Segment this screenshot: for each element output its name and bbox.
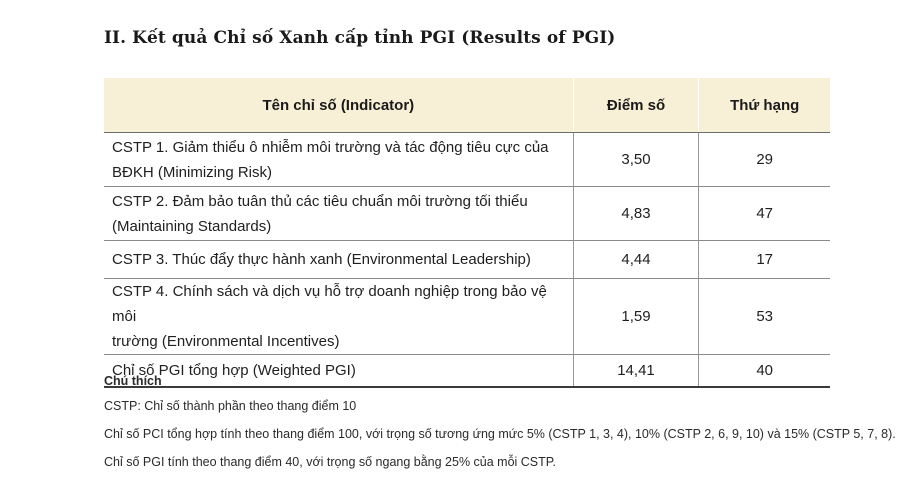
table-row-total: Chỉ số PGI tổng hợp (Weighted PGI) 14,41… — [104, 354, 830, 388]
score-cell: 4,83 — [572, 186, 699, 241]
header-score: Điểm số — [572, 78, 699, 133]
rank-cell: 47 — [698, 186, 830, 241]
table-row: CSTP 1. Giảm thiểu ô nhiễm môi trường và… — [104, 132, 830, 187]
indicator-text-line: CSTP 4. Chính sách và dịch vụ hỗ trợ doa… — [112, 283, 547, 325]
rank-cell: 29 — [698, 132, 830, 187]
indicator-cell: CSTP 3. Thúc đẩy thực hành xanh (Environ… — [104, 240, 574, 279]
indicator-cell: Chỉ số PGI tổng hợp (Weighted PGI) — [104, 354, 574, 388]
score-cell: 1,59 — [572, 278, 699, 355]
indicator-text-line: CSTP 1. Giảm thiểu ô nhiễm môi trường và… — [112, 138, 549, 156]
pgi-results-table: Tên chỉ số (Indicator) Điểm số Thứ hạng … — [104, 78, 830, 388]
section-title: II. Kết quả Chỉ số Xanh cấp tỉnh PGI (Re… — [104, 28, 616, 48]
notes-title: Chú thích — [104, 374, 162, 388]
indicator-text-line: CSTP 2. Đảm bảo tuân thủ các tiêu chuẩn … — [112, 192, 528, 210]
notes-section: Chú thích CSTP: Chỉ số thành phần theo t… — [104, 373, 896, 482]
indicator-text-line: trường (Environmental Incentives) — [112, 333, 340, 350]
rank-cell: 53 — [698, 278, 830, 355]
score-cell: 4,44 — [572, 240, 699, 279]
header-indicator: Tên chỉ số (Indicator) — [104, 78, 574, 133]
indicator-text-line: BĐKH (Minimizing Risk) — [112, 163, 273, 181]
table-row: CSTP 2. Đảm bảo tuân thủ các tiêu chuẩn … — [104, 186, 830, 241]
table-row: CSTP 3. Thúc đẩy thực hành xanh (Environ… — [104, 240, 830, 279]
indicator-text-line: Chỉ số PGI tổng hợp (Weighted PGI) — [112, 361, 356, 379]
note-line: CSTP: Chỉ số thành phần theo thang điểm … — [104, 399, 357, 413]
score-cell: 3,50 — [572, 132, 699, 187]
rank-cell: 17 — [698, 240, 830, 279]
table-header-row: Tên chỉ số (Indicator) Điểm số Thứ hạng — [104, 78, 830, 133]
note-line: Chỉ số PCI tổng hợp tính theo thang điểm… — [104, 427, 896, 441]
indicator-cell: CSTP 4. Chính sách và dịch vụ hỗ trợ doa… — [104, 278, 574, 355]
indicator-text-line: CSTP 3. Thúc đẩy thực hành xanh (Environ… — [112, 251, 531, 268]
indicator-cell: CSTP 1. Giảm thiểu ô nhiễm môi trường và… — [104, 132, 574, 187]
indicator-cell: CSTP 2. Đảm bảo tuân thủ các tiêu chuẩn … — [104, 186, 574, 241]
indicator-text-line: (Maintaining Standards) — [112, 217, 272, 235]
score-cell: 14,41 — [572, 354, 699, 388]
table-row: CSTP 4. Chính sách và dịch vụ hỗ trợ doa… — [104, 278, 830, 355]
header-rank: Thứ hạng — [698, 78, 830, 133]
rank-cell: 40 — [698, 354, 830, 388]
note-line: Chỉ số PGI tính theo thang điểm 40, với … — [104, 455, 556, 469]
